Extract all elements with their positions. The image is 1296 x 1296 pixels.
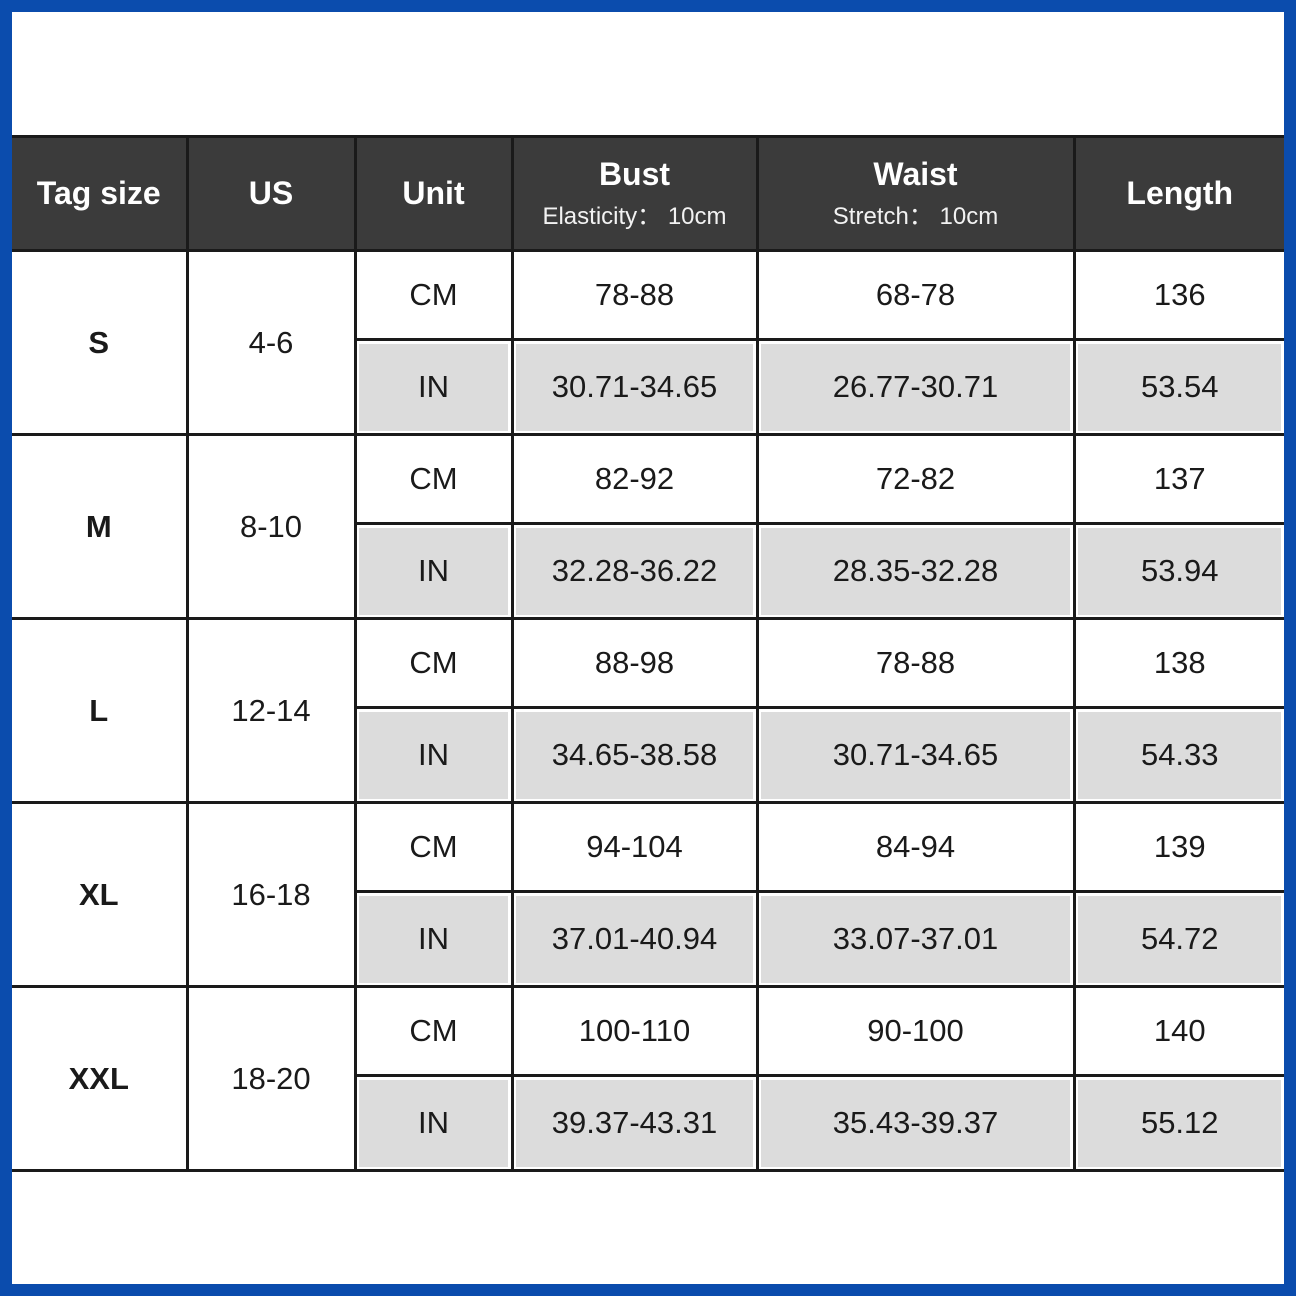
- us-size: 8-10: [185, 433, 357, 620]
- table-row-m-cm: M 8-10 CM 82-92 72-82 137: [12, 433, 1284, 620]
- unit-label: IN: [353, 522, 514, 620]
- waist-value: 84-94: [755, 801, 1076, 893]
- unit-label: CM: [353, 433, 514, 525]
- size-label: XL: [12, 801, 189, 988]
- length-value: 138: [1072, 617, 1284, 709]
- table-row-xxl-in: IN 39.37-43.31 35.43-39.37 55.12: [12, 1074, 1284, 1172]
- waist-value: 72-82: [755, 433, 1076, 525]
- waist-value: 33.07-37.01: [755, 890, 1076, 988]
- waist-value: 90-100: [755, 985, 1076, 1077]
- table-row-xl-in: IN 37.01-40.94 33.07-37.01 54.72: [12, 890, 1284, 988]
- waist-value: 30.71-34.65: [755, 706, 1076, 804]
- unit-label: IN: [353, 338, 514, 436]
- header-bust-subtitle: Elasticity： 10cm: [542, 203, 727, 230]
- header-waist: Waist Stretch： 10cm: [755, 135, 1076, 252]
- header-bust-title: Bust: [598, 156, 671, 192]
- bust-value: 34.65-38.58: [510, 706, 759, 804]
- bust-value: 30.71-34.65: [510, 338, 759, 436]
- header-length: Length: [1072, 135, 1284, 252]
- table-row-xl-cm: XL 16-18 CM 94-104 84-94 139: [12, 801, 1284, 988]
- unit-label: CM: [353, 617, 514, 709]
- us-size: 18-20: [185, 985, 357, 1172]
- length-value: 55.12: [1072, 1074, 1284, 1172]
- us-size: 16-18: [185, 801, 357, 988]
- length-value: 53.94: [1072, 522, 1284, 620]
- us-size: 4-6: [185, 249, 357, 436]
- header-us: US: [185, 135, 357, 252]
- header-waist-title: Waist: [873, 156, 958, 192]
- table-row-l-cm: L 12-14 CM 88-98 78-88 138: [12, 617, 1284, 804]
- length-value: 54.33: [1072, 706, 1284, 804]
- bust-value: 32.28-36.22: [510, 522, 759, 620]
- table-row-m-in: IN 32.28-36.22 28.35-32.28 53.94: [12, 522, 1284, 620]
- bust-value: 78-88: [510, 249, 759, 341]
- table-row-xxl-cm: XXL 18-20 CM 100-110 90-100 140: [12, 985, 1284, 1172]
- header-unit: Unit: [353, 135, 514, 252]
- bust-value: 39.37-43.31: [510, 1074, 759, 1172]
- unit-label: CM: [353, 985, 514, 1077]
- length-value: 53.54: [1072, 338, 1284, 436]
- length-value: 139: [1072, 801, 1284, 893]
- size-label: XXL: [12, 985, 189, 1172]
- table-row-l-in: IN 34.65-38.58 30.71-34.65 54.33: [12, 706, 1284, 804]
- size-chart-table: Tag size US Unit Bust Elasticity： 10cm W…: [12, 135, 1284, 1172]
- us-size: 12-14: [185, 617, 357, 804]
- waist-value: 68-78: [755, 249, 1076, 341]
- unit-label: IN: [353, 1074, 514, 1172]
- size-label: S: [12, 249, 189, 436]
- unit-label: IN: [353, 890, 514, 988]
- bust-value: 37.01-40.94: [510, 890, 759, 988]
- size-label: L: [12, 617, 189, 804]
- header-row: Tag size US Unit Bust Elasticity： 10cm W…: [12, 135, 1284, 252]
- bust-value: 94-104: [510, 801, 759, 893]
- waist-value: 35.43-39.37: [755, 1074, 1076, 1172]
- length-value: 140: [1072, 985, 1284, 1077]
- unit-label: CM: [353, 801, 514, 893]
- length-value: 137: [1072, 433, 1284, 525]
- bust-value: 100-110: [510, 985, 759, 1077]
- header-tag-size: Tag size: [12, 135, 189, 252]
- waist-value: 28.35-32.28: [755, 522, 1076, 620]
- bust-value: 88-98: [510, 617, 759, 709]
- header-bust: Bust Elasticity： 10cm: [510, 135, 759, 252]
- unit-label: CM: [353, 249, 514, 341]
- table-row-s-cm: S 4-6 CM 78-88 68-78 136: [12, 249, 1284, 436]
- waist-value: 26.77-30.71: [755, 338, 1076, 436]
- table-row-s-in: IN 30.71-34.65 26.77-30.71 53.54: [12, 338, 1284, 436]
- bust-value: 82-92: [510, 433, 759, 525]
- header-waist-subtitle: Stretch： 10cm: [832, 203, 999, 230]
- length-value: 54.72: [1072, 890, 1284, 988]
- unit-label: IN: [353, 706, 514, 804]
- waist-value: 78-88: [755, 617, 1076, 709]
- length-value: 136: [1072, 249, 1284, 341]
- size-label: M: [12, 433, 189, 620]
